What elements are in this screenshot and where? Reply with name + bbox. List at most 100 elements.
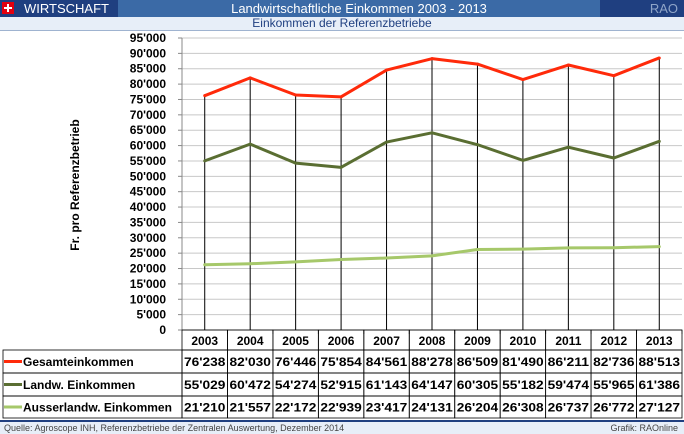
data-point [566,63,570,67]
data-point [566,145,570,149]
brand-text: RAO [649,1,678,16]
data-point [385,140,389,144]
data-point [339,95,343,99]
y-tick-label: 15'000 [130,277,167,291]
section-label[interactable]: WIRTSCHAFT [0,0,118,17]
data-label: 55'965 [593,380,635,392]
y-tick-label: 65'000 [130,123,167,137]
data-label: 54'274 [275,380,317,392]
data-point [248,142,252,146]
data-label: 61'386 [639,380,680,392]
data-label: 82'030 [229,357,270,369]
y-tick-label: 20'000 [130,262,167,276]
data-point [612,156,616,160]
y-tick-label: 50'000 [130,169,167,183]
data-point [248,262,252,266]
data-point [339,165,343,169]
data-point [294,93,298,97]
data-label: 60'305 [457,380,499,392]
data-label: 59'474 [548,380,590,392]
data-point [521,158,525,162]
y-tick-label: 70'000 [130,108,167,122]
data-point [521,78,525,82]
page-title: Landwirtschaftliche Einkommen 2003 - 201… [231,1,487,16]
y-tick-label: 60'000 [130,139,167,153]
y-tick-label: 25'000 [130,246,167,260]
y-tick-label: 80'000 [130,77,167,91]
data-label: 26'772 [593,403,634,415]
data-label: 55'182 [502,380,543,392]
data-point [657,56,661,60]
x-tick-label: 2011 [555,334,581,348]
y-tick-label: 5'000 [136,308,166,322]
data-point [657,139,661,143]
data-label: 22'939 [320,403,361,415]
data-label: 23'417 [366,403,407,415]
credit-note: Grafik: RAOnline [610,423,678,433]
y-tick-label: 40'000 [130,200,167,214]
data-label: 88'513 [639,357,680,369]
header-bar: WIRTSCHAFT Landwirtschaftliche Einkommen… [0,0,684,17]
data-label: 84'561 [366,357,408,369]
x-tick-label: 2009 [464,334,491,348]
data-label: 82'736 [593,357,634,369]
data-point [203,263,207,267]
data-point [475,247,479,251]
data-label: 60'472 [229,380,270,392]
data-label: 27'127 [639,403,680,415]
data-point [385,256,389,260]
data-point [430,57,434,61]
x-tick-label: 2005 [282,334,309,348]
data-point [566,246,570,250]
data-label: 88'278 [411,357,453,369]
legend-label: Gesamteinkommen [23,355,134,369]
x-tick-label: 2013 [646,334,673,348]
source-note: Quelle: Agroscope INH, Referenzbetriebe … [4,423,345,433]
x-tick-label: 2003 [191,334,218,348]
y-tick-label: 0 [159,323,166,337]
data-point [521,247,525,251]
y-tick-label: 10'000 [130,292,167,306]
y-tick-label: 95'000 [130,31,167,45]
x-tick-label: 2004 [237,334,264,348]
table-cell [636,395,683,419]
data-point [385,68,389,72]
data-point [430,131,434,135]
data-point [657,245,661,249]
y-tick-label: 75'000 [130,92,167,106]
data-label: 21'210 [184,403,225,415]
data-point [294,161,298,165]
data-point [475,62,479,66]
x-tick-label: 2012 [600,334,627,348]
legend-label: Ausserlandw. Einkommen [23,401,172,415]
chart-subtitle: Einkommen der Referenzbetriebe [0,17,684,31]
data-point [294,260,298,264]
data-label: 76'446 [275,357,316,369]
data-point [430,254,434,258]
data-label: 86'211 [548,357,590,369]
swiss-flag-icon [2,2,14,14]
brand-label[interactable]: RAO [600,0,684,17]
data-label: 21'557 [229,403,270,415]
data-label: 75'854 [320,357,362,369]
data-label: 24'131 [411,403,453,415]
data-label: 55'029 [184,380,225,392]
x-tick-label: 2007 [373,334,400,348]
y-tick-label: 85'000 [130,62,167,76]
data-point [203,94,207,98]
y-tick-label: 30'000 [130,231,167,245]
data-point [203,159,207,163]
data-label: 76'238 [184,357,226,369]
data-label: 86'509 [457,357,498,369]
data-point [612,246,616,250]
y-tick-label: 90'000 [130,46,167,60]
y-axis-label: Fr. pro Referenzbetrieb [68,119,82,250]
section-text: WIRTSCHAFT [24,1,109,16]
data-label: 64'147 [411,380,452,392]
data-label: 26'737 [548,403,589,415]
data-label: 81'490 [502,357,543,369]
data-point [339,257,343,261]
data-point [475,143,479,147]
data-label: 52'915 [320,380,362,392]
